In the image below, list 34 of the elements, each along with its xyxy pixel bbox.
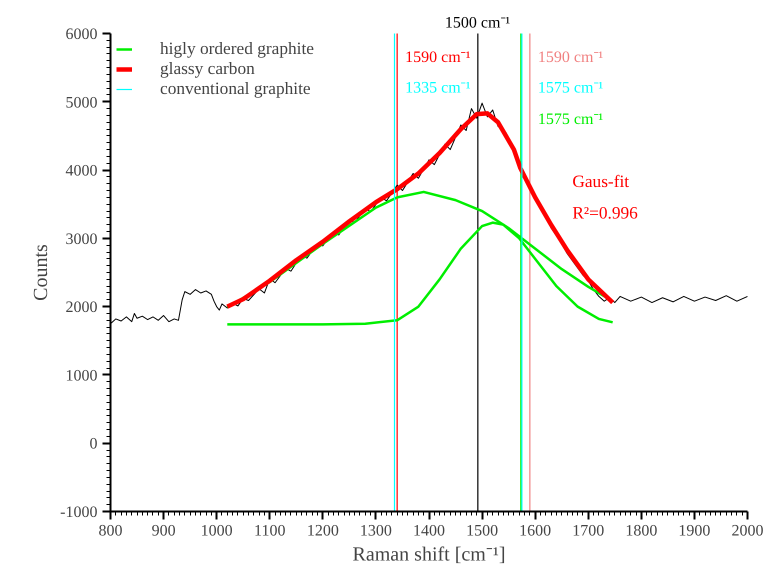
ref-line-label: 1590 cm⁻¹ bbox=[538, 48, 604, 66]
x-tick-label: 1700 bbox=[572, 522, 604, 540]
annotation: 1575 cm⁻¹ bbox=[538, 80, 604, 97]
legend-label: higly ordered graphite bbox=[160, 39, 314, 59]
x-tick-label: 1800 bbox=[625, 522, 658, 540]
y-tick-label: -1000 bbox=[60, 504, 98, 521]
annotation: R²=0.996 bbox=[572, 203, 638, 222]
y-tick-label: 0 bbox=[90, 436, 98, 453]
x-tick-label: 1900 bbox=[678, 522, 710, 540]
x-tick-label: 1000 bbox=[200, 522, 233, 540]
x-axis-title: Raman shift [cm⁻¹] bbox=[352, 544, 506, 566]
legend-label: glassy carbon bbox=[160, 59, 255, 79]
x-tick-label: 1100 bbox=[254, 522, 286, 540]
y-axis-title: Counts bbox=[30, 244, 52, 301]
y-tick-label: 4000 bbox=[66, 162, 98, 180]
x-tick-label: 1200 bbox=[306, 522, 339, 540]
x-tick-label: 1500 bbox=[466, 522, 498, 540]
x-tick-label: 2000 bbox=[732, 522, 764, 540]
x-tick-label: 1400 bbox=[413, 522, 445, 540]
y-tick-label: 1000 bbox=[66, 367, 98, 384]
y-tick-label: 5000 bbox=[66, 94, 98, 112]
y-tick-label: 3000 bbox=[66, 230, 98, 248]
x-tick-label: 1300 bbox=[360, 522, 392, 540]
x-tick-label: 1600 bbox=[519, 522, 552, 540]
y-tick-label: 2000 bbox=[66, 299, 98, 316]
ref-line-label: 1590 cm⁻¹ bbox=[405, 48, 471, 66]
ref-line-label: 1500 cm⁻¹ bbox=[444, 14, 510, 32]
legend-label: conventional graphite bbox=[160, 79, 311, 99]
annotation: 1335 cm⁻¹ bbox=[405, 80, 471, 97]
annotation: Gaus-fit bbox=[572, 172, 630, 192]
y-tick-label: 6000 bbox=[66, 26, 98, 43]
x-tick-label: 900 bbox=[152, 522, 176, 540]
ref-line-label: 1575 cm⁻¹ bbox=[538, 111, 604, 128]
x-tick-label: 800 bbox=[98, 522, 122, 540]
